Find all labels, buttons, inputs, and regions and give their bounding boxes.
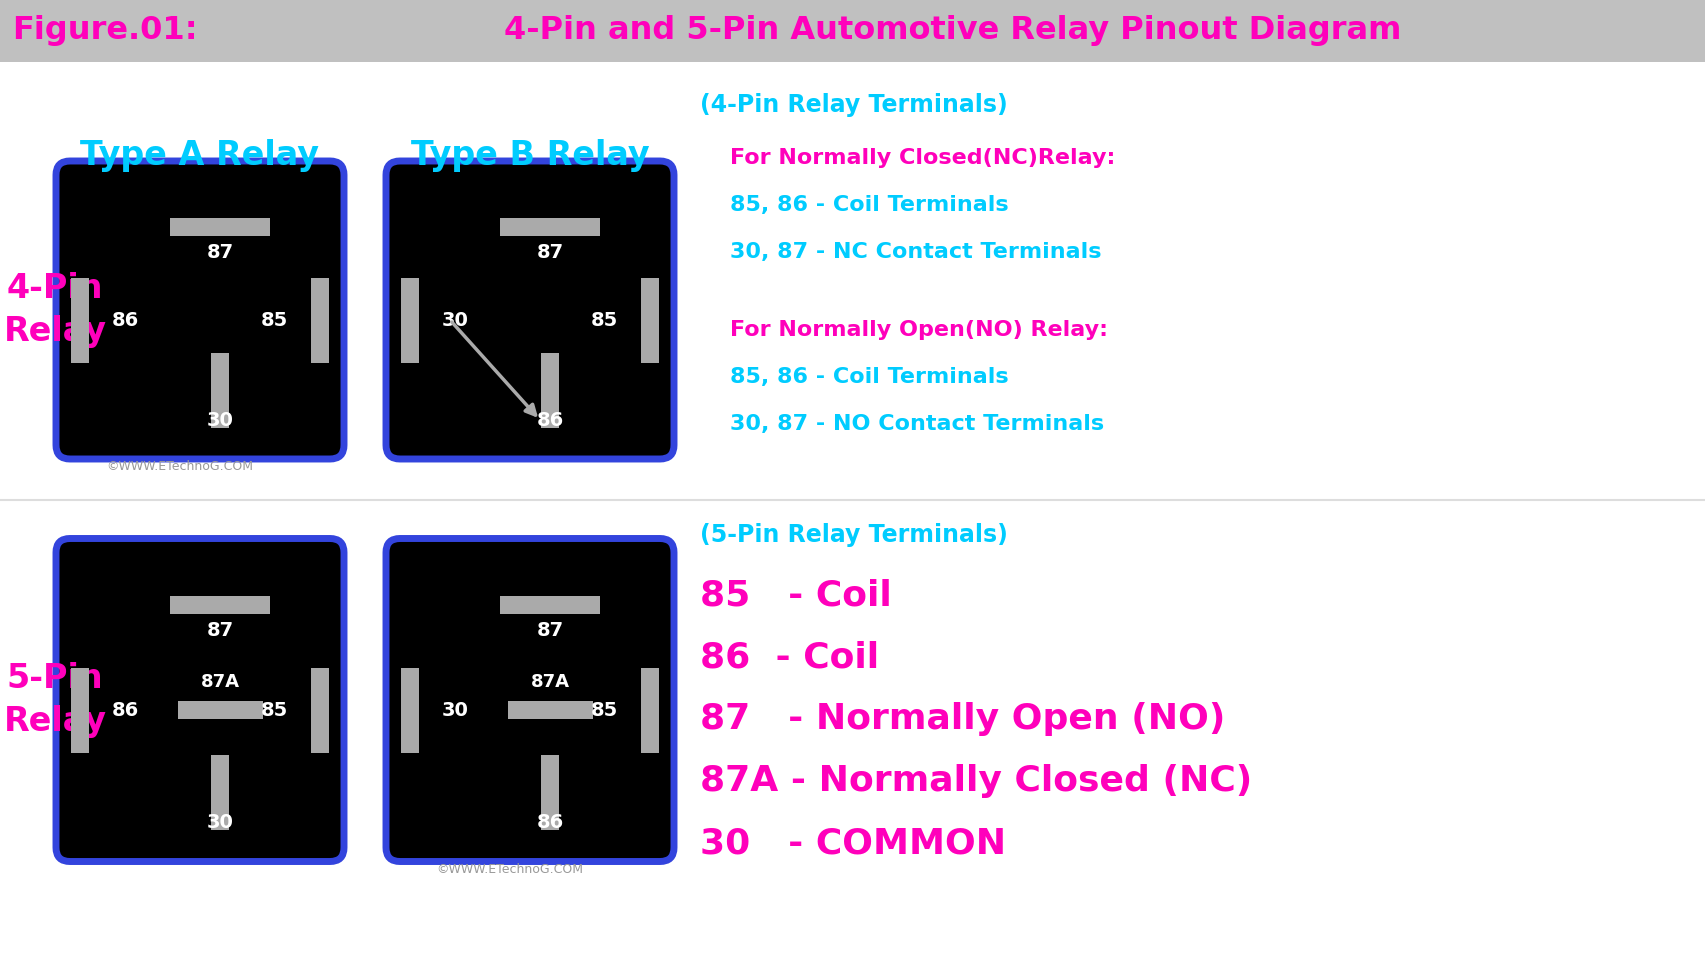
Text: 87: 87 [537, 621, 564, 640]
Text: 85   - Coil: 85 - Coil [701, 578, 892, 612]
FancyBboxPatch shape [500, 596, 600, 613]
Text: 85: 85 [261, 310, 288, 330]
Text: 86: 86 [537, 813, 564, 832]
FancyBboxPatch shape [641, 278, 660, 362]
FancyBboxPatch shape [177, 701, 263, 719]
FancyBboxPatch shape [72, 278, 89, 362]
FancyBboxPatch shape [540, 755, 559, 830]
FancyBboxPatch shape [401, 278, 419, 362]
Text: 87A - Normally Closed (NC): 87A - Normally Closed (NC) [701, 764, 1251, 798]
Text: 30, 87 - NC Contact Terminals: 30, 87 - NC Contact Terminals [730, 242, 1101, 262]
Text: 86: 86 [537, 410, 564, 430]
FancyBboxPatch shape [310, 278, 329, 362]
Text: 87: 87 [206, 621, 234, 640]
FancyBboxPatch shape [508, 701, 593, 719]
FancyBboxPatch shape [500, 218, 600, 236]
Text: 87   - Normally Open (NO): 87 - Normally Open (NO) [701, 702, 1226, 736]
Text: 85, 86 - Coil Terminals: 85, 86 - Coil Terminals [730, 367, 1009, 387]
Text: 86: 86 [113, 701, 140, 720]
Text: ©WWW.ETechnoG.COM: ©WWW.ETechnoG.COM [106, 460, 254, 474]
Text: 30: 30 [442, 701, 469, 720]
Text: 85, 86 - Coil Terminals: 85, 86 - Coil Terminals [730, 195, 1009, 215]
Text: (4-Pin Relay Terminals): (4-Pin Relay Terminals) [701, 93, 1008, 117]
Text: 30: 30 [206, 813, 234, 832]
Text: 87A: 87A [530, 673, 569, 691]
Text: 30, 87 - NO Contact Terminals: 30, 87 - NO Contact Terminals [730, 414, 1105, 434]
FancyBboxPatch shape [540, 353, 559, 428]
Text: 87: 87 [206, 243, 234, 262]
Text: 4-Pin
Relay: 4-Pin Relay [3, 272, 106, 348]
Text: 30   - COMMON: 30 - COMMON [701, 826, 1006, 860]
FancyBboxPatch shape [211, 353, 228, 428]
FancyBboxPatch shape [211, 755, 228, 830]
Text: Type B Relay: Type B Relay [411, 138, 650, 171]
Text: 85: 85 [590, 310, 617, 330]
Text: ©WWW.ETechnoG.COM: ©WWW.ETechnoG.COM [436, 863, 583, 876]
Text: Type A Relay: Type A Relay [80, 138, 319, 171]
Text: 86: 86 [113, 310, 140, 330]
FancyBboxPatch shape [0, 0, 1705, 62]
FancyBboxPatch shape [401, 668, 419, 752]
Text: 5-Pin
Relay: 5-Pin Relay [3, 662, 106, 738]
Text: For Normally Closed(NC)Relay:: For Normally Closed(NC)Relay: [730, 148, 1115, 168]
Text: 30: 30 [442, 310, 469, 330]
Text: 86  - Coil: 86 - Coil [701, 640, 880, 674]
FancyBboxPatch shape [0, 62, 1705, 961]
Text: 87A: 87A [201, 673, 239, 691]
FancyBboxPatch shape [385, 161, 673, 459]
FancyBboxPatch shape [56, 161, 344, 459]
Text: 87: 87 [537, 243, 564, 262]
Text: 4-Pin and 5-Pin Automotive Relay Pinout Diagram: 4-Pin and 5-Pin Automotive Relay Pinout … [503, 15, 1402, 46]
FancyBboxPatch shape [385, 538, 673, 861]
FancyBboxPatch shape [72, 668, 89, 752]
FancyBboxPatch shape [310, 668, 329, 752]
Text: 85: 85 [261, 701, 288, 720]
FancyBboxPatch shape [170, 218, 269, 236]
Text: For Normally Open(NO) Relay:: For Normally Open(NO) Relay: [730, 320, 1108, 340]
Text: 30: 30 [206, 410, 234, 430]
Text: 85: 85 [590, 701, 617, 720]
Text: (5-Pin Relay Terminals): (5-Pin Relay Terminals) [701, 523, 1008, 547]
FancyBboxPatch shape [641, 668, 660, 752]
FancyBboxPatch shape [170, 596, 269, 613]
Text: Figure.01:: Figure.01: [12, 15, 198, 46]
FancyBboxPatch shape [56, 538, 344, 861]
